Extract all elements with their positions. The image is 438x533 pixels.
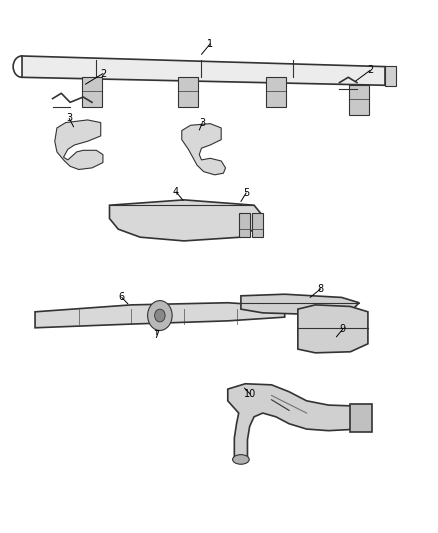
Polygon shape	[55, 120, 103, 169]
Polygon shape	[182, 124, 226, 175]
Bar	[266, 77, 286, 107]
Text: 1: 1	[207, 39, 213, 49]
Text: 4: 4	[173, 187, 179, 197]
Bar	[178, 77, 198, 107]
Text: 10: 10	[244, 390, 257, 399]
Text: 9: 9	[339, 325, 346, 334]
Polygon shape	[298, 305, 368, 353]
Text: 3: 3	[66, 114, 72, 123]
Text: 3: 3	[199, 118, 205, 127]
Text: 6: 6	[119, 293, 125, 302]
Bar	[252, 213, 263, 237]
Bar	[385, 66, 396, 86]
Polygon shape	[110, 200, 263, 241]
Polygon shape	[35, 303, 285, 328]
Text: 2: 2	[367, 66, 373, 75]
Polygon shape	[241, 294, 359, 314]
Text: 7: 7	[154, 330, 160, 340]
Text: 5: 5	[243, 188, 249, 198]
Bar	[82, 77, 102, 107]
Bar	[239, 213, 250, 237]
Ellipse shape	[233, 455, 249, 464]
Circle shape	[148, 301, 172, 330]
Polygon shape	[228, 384, 359, 458]
Text: 2: 2	[100, 69, 106, 78]
Circle shape	[155, 309, 165, 322]
Bar	[350, 404, 372, 432]
Text: 8: 8	[318, 284, 324, 294]
Bar	[350, 85, 369, 115]
